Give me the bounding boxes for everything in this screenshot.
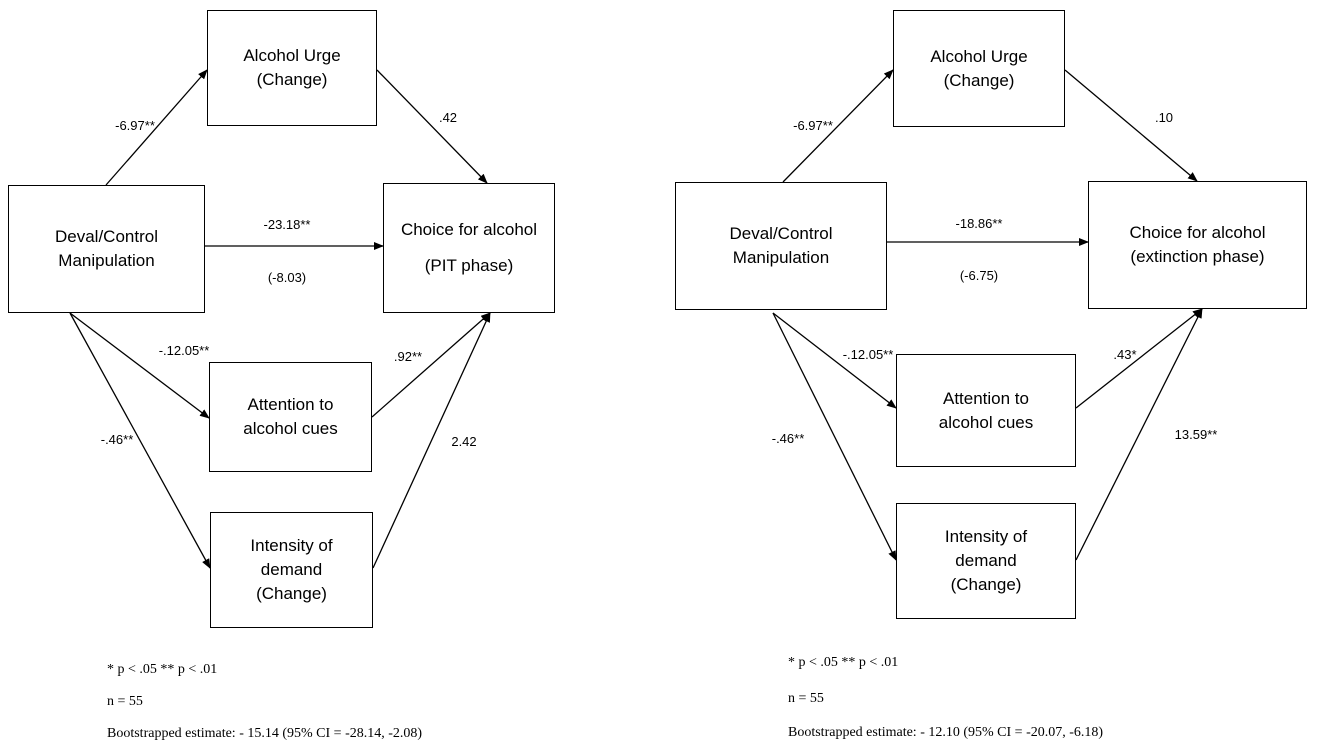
left-box-choice-line2: (PIT phase) [424,256,514,275]
right-sample-size: n = 55 [788,691,824,706]
left-arrow-manip-attention [69,312,210,419]
left-box-manipulation-line1: Deval/Control [55,227,158,246]
left-path-urge-choice: .42 [438,110,458,125]
right-path-manip-choice-total: -18.86** [955,216,1003,231]
left-box-attention: Attention to alcohol cues [209,362,372,472]
left-box-attention-line2: alcohol cues [243,419,338,438]
right-box-alcohol-urge-line2: (Change) [943,70,1015,90]
left-path-manip-urge: -6.97** [115,118,155,133]
right-box-manipulation: Deval/Control Manipulation [675,182,887,310]
left-arrow-demand-choice [372,312,491,569]
left-path-manip-attention: -.12.05** [158,343,210,358]
right-box-choice: Choice for alcohol (extinction phase) [1088,181,1307,309]
left-box-choice: Choice for alcohol (PIT phase) [383,183,555,313]
left-bootstrap-estimate: Bootstrapped estimate: - 15.14 (95% CI =… [107,726,423,741]
left-path-manip-choice-total: -23.18** [263,217,311,232]
right-bootstrap-estimate: Bootstrapped estimate: - 12.10 (95% CI =… [788,725,1104,740]
right-path-manip-urge: -6.97** [793,118,833,133]
left-arrow-manip-demand [69,312,211,569]
right-path-attention-choice: .43* [1113,347,1137,362]
right-path-demand-choice: 13.59** [1174,427,1218,442]
right-significance-note: * p < .05 ** p < .01 [788,655,899,670]
left-box-demand-line2: demand [260,560,323,579]
right-path-manip-demand: -.46** [771,431,805,446]
left-arrow-urge-choice [376,69,488,184]
right-arrow-attention-choice [1075,308,1203,409]
left-box-alcohol-urge: Alcohol Urge (Change) [207,10,377,126]
right-box-choice-line1: Choice for alcohol [1129,223,1266,242]
right-box-demand-line1: Intensity of [944,527,1028,546]
right-box-demand-line3: (Change) [950,575,1022,594]
left-box-alcohol-urge-line1: Alcohol Urge [243,46,341,65]
right-box-attention: Attention to alcohol cues [896,354,1076,467]
left-path-attention-choice: .92** [393,349,423,364]
left-arrow-attention-choice [371,312,491,418]
left-box-choice-line1: Choice for alcohol [400,220,538,239]
left-box-demand: Intensity of demand (Change) [210,512,373,628]
left-significance-note: * p < .05 ** p < .01 [107,662,218,677]
right-arrow-manip-demand [772,312,897,561]
right-box-attention-line1: Attention to [942,388,1029,408]
right-box-choice-line2: (extinction phase) [1130,247,1265,266]
right-box-manipulation-line1: Deval/Control [729,224,833,243]
left-arrow-manip-urge [105,69,208,186]
right-box-alcohol-urge: Alcohol Urge (Change) [893,10,1065,127]
left-box-attention-line1: Attention to [247,395,334,414]
left-box-demand-line3: (Change) [256,584,327,603]
left-box-demand-line1: Intensity of [250,536,333,555]
left-box-alcohol-urge-line2: (Change) [256,70,328,89]
left-sample-size: n = 55 [107,694,143,709]
right-box-demand-line2: demand [955,551,1017,570]
right-path-manip-attention: -.12.05** [842,347,894,362]
left-box-manipulation-line2: Manipulation [58,251,155,270]
right-arrow-urge-choice [1064,69,1198,182]
right-box-manipulation-line2: Manipulation [732,248,830,267]
left-box-manipulation: Deval/Control Manipulation [8,185,205,313]
right-arrow-manip-urge [782,69,894,183]
right-path-urge-choice: .10 [1154,110,1174,125]
left-path-manip-choice-direct: (-8.03) [267,270,307,285]
left-path-manip-demand: -.46** [100,432,134,447]
right-arrow-manip-attention [772,312,897,409]
left-path-demand-choice: 2.42 [451,434,477,449]
right-box-attention-line2: alcohol cues [938,412,1034,432]
right-box-alcohol-urge-line1: Alcohol Urge [930,46,1028,66]
right-path-manip-choice-direct: (-6.75) [959,268,999,283]
right-box-demand: Intensity of demand (Change) [896,503,1076,619]
right-arrow-demand-choice [1075,308,1203,561]
